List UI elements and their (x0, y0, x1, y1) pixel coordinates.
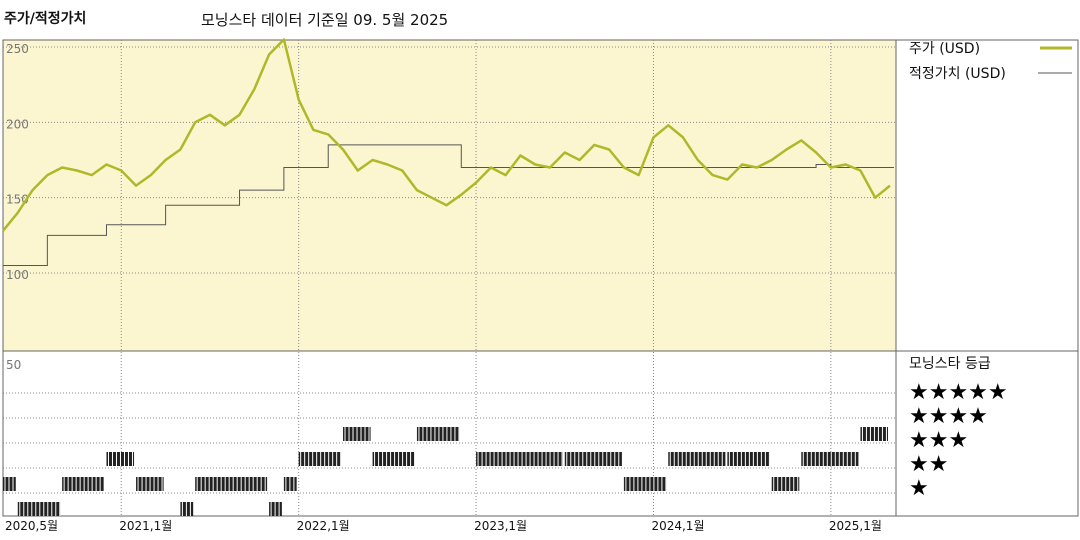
rating-bar (62, 477, 105, 491)
chart-title: 주가/적정가치 (4, 11, 87, 27)
legend-fair-label: 적정가치 (USD) (909, 66, 1006, 82)
rating-star-label: ★★★★ (909, 404, 988, 429)
rating-bar (476, 452, 563, 466)
rating-bar (801, 452, 859, 466)
rating-bar (668, 452, 726, 466)
rating-bar (17, 502, 61, 516)
rating-bar (106, 452, 135, 466)
x-tick-label: 2020,5월 (5, 519, 58, 533)
rating-bar (343, 427, 371, 441)
rating-bar (372, 452, 416, 466)
rating-bar (727, 452, 770, 466)
chart-frame (2, 39, 1079, 517)
rating-bar (623, 477, 667, 491)
rating-bar (771, 477, 800, 491)
y-tick-label: 100 (6, 268, 29, 282)
rating-star-label: ★★★ (909, 428, 968, 453)
rating-title: 모닝스타 등급 (909, 356, 991, 372)
rating-bar (136, 477, 164, 491)
rating-bar (298, 452, 342, 466)
rating-bar (283, 477, 297, 491)
rating-bar (860, 427, 888, 441)
x-tick-label: 2021,1월 (119, 519, 172, 533)
rating-star-label: ★★★★★ (909, 380, 1008, 405)
rating-bar (180, 502, 194, 516)
x-tick-label: 2024,1월 (651, 519, 704, 533)
x-tick-label: 2023,1월 (474, 519, 527, 533)
rating-axis-label: 50 (6, 358, 21, 372)
legend-price-label: 주가 (USD) (909, 41, 980, 57)
chart-subtitle: 모닝스타 데이터 기준일 09. 5월 2025 (201, 11, 449, 29)
rating-star-label: ★ (909, 476, 929, 501)
rating-bar (564, 452, 622, 466)
rating-bar (3, 477, 16, 491)
x-tick-label: 2025,1월 (829, 519, 882, 533)
price-panel-bg (3, 40, 896, 351)
y-tick-label: 200 (6, 117, 29, 131)
rating-bar (269, 502, 282, 516)
fair-value-line (3, 144, 894, 266)
x-tick-label: 2022,1월 (297, 519, 350, 533)
price-line (2, 38, 891, 232)
rating-bar (195, 477, 268, 491)
rating-bar (416, 427, 460, 441)
rating-star-label: ★★ (909, 452, 948, 477)
y-tick-label: 250 (6, 42, 29, 56)
